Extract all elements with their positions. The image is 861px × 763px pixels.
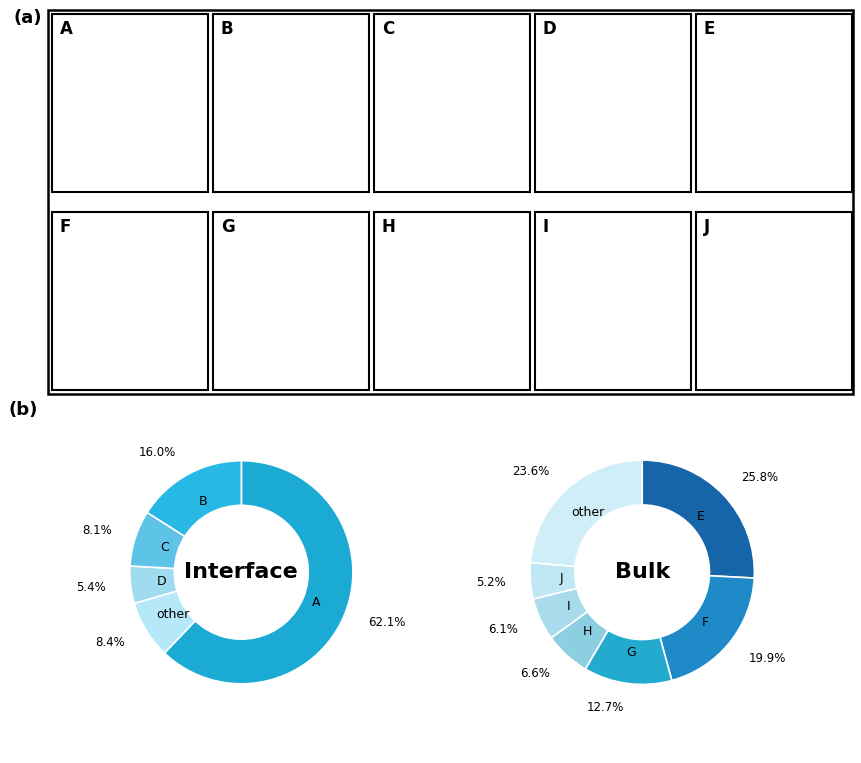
- Bar: [374, 212, 530, 391]
- Text: 25.8%: 25.8%: [740, 472, 777, 485]
- Text: A: A: [312, 596, 319, 609]
- Wedge shape: [585, 630, 671, 684]
- Text: F: F: [701, 617, 708, 629]
- Bar: [213, 14, 369, 192]
- Wedge shape: [533, 588, 587, 638]
- Text: E: E: [696, 510, 704, 523]
- Bar: [52, 212, 208, 391]
- Text: 8.1%: 8.1%: [82, 524, 112, 537]
- Text: Interface: Interface: [184, 562, 298, 582]
- Text: C: C: [160, 541, 169, 554]
- Text: H: H: [381, 218, 395, 237]
- Text: 62.1%: 62.1%: [368, 617, 405, 629]
- Text: J: J: [559, 572, 563, 585]
- Bar: [213, 212, 369, 391]
- Text: D: D: [157, 575, 166, 588]
- Text: Bulk: Bulk: [614, 562, 669, 582]
- Text: G: G: [626, 645, 635, 658]
- Text: G: G: [220, 218, 234, 237]
- Wedge shape: [550, 612, 607, 669]
- Text: 6.6%: 6.6%: [519, 667, 549, 680]
- Text: 5.2%: 5.2%: [475, 576, 505, 589]
- Wedge shape: [530, 460, 641, 566]
- Text: 8.4%: 8.4%: [96, 636, 125, 649]
- Text: 5.4%: 5.4%: [77, 581, 106, 594]
- Bar: [535, 212, 691, 391]
- Wedge shape: [130, 566, 177, 604]
- Text: 16.0%: 16.0%: [139, 446, 176, 459]
- Text: 6.1%: 6.1%: [487, 623, 517, 636]
- Wedge shape: [530, 562, 576, 599]
- Wedge shape: [130, 513, 184, 568]
- Text: other: other: [156, 607, 189, 620]
- Bar: [374, 14, 530, 192]
- Wedge shape: [164, 461, 352, 684]
- Text: J: J: [703, 218, 709, 237]
- Text: other: other: [570, 506, 604, 519]
- Bar: [695, 14, 851, 192]
- Text: 23.6%: 23.6%: [511, 465, 549, 478]
- Bar: [695, 212, 851, 391]
- Wedge shape: [147, 461, 241, 536]
- Text: 12.7%: 12.7%: [586, 701, 623, 714]
- Wedge shape: [660, 576, 753, 681]
- Wedge shape: [134, 591, 195, 653]
- Text: E: E: [703, 20, 715, 38]
- Bar: [535, 14, 691, 192]
- Text: 19.9%: 19.9%: [748, 652, 785, 665]
- Wedge shape: [641, 460, 753, 578]
- Text: I: I: [542, 218, 548, 237]
- Text: B: B: [220, 20, 233, 38]
- Text: A: A: [60, 20, 73, 38]
- Text: D: D: [542, 20, 556, 38]
- Text: (b): (b): [9, 401, 38, 419]
- Text: F: F: [60, 218, 71, 237]
- Text: B: B: [198, 495, 207, 508]
- Text: H: H: [582, 626, 592, 639]
- Text: I: I: [567, 600, 570, 613]
- Text: C: C: [381, 20, 393, 38]
- Bar: [52, 14, 208, 192]
- Text: (a): (a): [14, 9, 42, 27]
